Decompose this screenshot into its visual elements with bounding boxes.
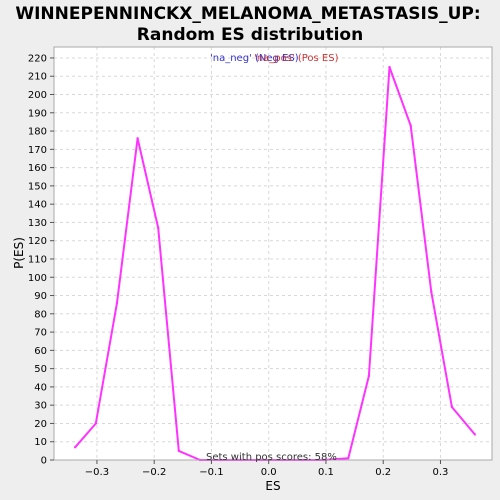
chart-title-line1: WINNEPENNINCKX_MELANOMA_METASTASIS_UP: [15, 4, 480, 24]
x-tick-label: −0.2 [142, 467, 166, 478]
y-tick-label: 210 [28, 72, 47, 83]
y-tick-label: 40 [34, 382, 47, 393]
grid-lines [54, 47, 492, 461]
y-tick-label: 160 [28, 163, 47, 174]
y-tick-label: 200 [28, 90, 47, 101]
x-tick-label: 0.2 [375, 467, 391, 478]
data-point [157, 226, 160, 230]
y-tick-label: 0 [41, 456, 47, 467]
y-tick-label: 60 [34, 346, 47, 357]
x-tick-label: −0.1 [199, 467, 223, 478]
data-point [430, 290, 433, 294]
y-tick-label: 20 [34, 419, 47, 430]
y-tick-label: 90 [34, 291, 47, 302]
y-axis-label: P(ES) [12, 237, 26, 269]
y-tick-label: 120 [28, 236, 47, 247]
y-tick-label: 30 [34, 401, 47, 412]
y-tick-label: 150 [28, 181, 47, 192]
y-tick-label: 70 [34, 328, 47, 339]
y-tick-label: 80 [34, 309, 47, 320]
x-tick-label: 0.1 [318, 467, 334, 478]
data-point [450, 405, 454, 409]
plot-area [54, 47, 492, 460]
x-tick-label: 0.0 [261, 467, 277, 478]
y-tick-label: 130 [28, 218, 47, 229]
legend-pos-label: 'na_pos' (Pos ES) [254, 53, 339, 64]
data-point [388, 65, 391, 69]
y-tick-label: 110 [28, 254, 47, 265]
y-ticks: 0 10 20 30 40 50 60 70 80 90 100 110 120 130 140 150 160… [28, 53, 54, 467]
data-point [73, 446, 77, 449]
data-point [367, 374, 371, 378]
y-tick-label: 50 [34, 364, 47, 375]
y-tick-label: 170 [28, 145, 47, 156]
y-tick-label: 10 [34, 437, 47, 448]
y-tick-label: 100 [28, 273, 47, 284]
plot-border [53, 46, 493, 461]
data-point [94, 422, 97, 425]
y-tick-label: 220 [28, 53, 47, 64]
x-tick-label: −0.3 [85, 467, 109, 478]
x-axis-label: ES [265, 479, 280, 493]
data-point [177, 449, 181, 453]
legend-neg-label: 'na_neg' (Neg ES) [210, 53, 299, 64]
data-point [115, 301, 119, 305]
y-tick-label: 140 [28, 200, 47, 211]
data-point [136, 137, 139, 140]
data-point [409, 124, 412, 127]
x-ticks: −0.3 −0.2 −0.1 0.0 0.1 0.2 0.3 [85, 460, 449, 478]
data-point [473, 433, 477, 436]
x-tick-label: 0.3 [433, 467, 449, 478]
pos-score-annotation: Sets with pos scores: 58% [206, 452, 337, 463]
data-point [347, 456, 350, 460]
y-tick-label: 180 [28, 127, 47, 138]
chart-title-line2: Random ES distribution [137, 25, 363, 45]
y-tick-label: 190 [28, 108, 47, 119]
